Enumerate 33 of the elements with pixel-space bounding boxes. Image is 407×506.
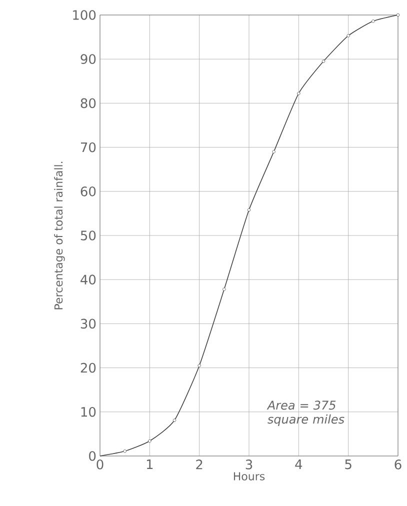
x-tick-label: 4 [295, 460, 302, 470]
point [198, 364, 201, 368]
x-tick-label: 5 [345, 460, 352, 470]
point [172, 418, 176, 422]
x-axis-title: Hours [234, 472, 265, 480]
point [148, 439, 152, 443]
y-tick-label: 80 [80, 98, 96, 108]
x-tick-label: 0 [96, 460, 104, 470]
x-tick-label: 6 [394, 460, 402, 470]
x-tick-label: 3 [246, 460, 252, 470]
y-tick-label: 70 [80, 142, 96, 152]
y-tick-label: 0 [89, 451, 96, 461]
y-tick-label: 90 [80, 54, 96, 64]
y-tick-label: 50 [80, 230, 96, 240]
point [247, 208, 251, 212]
point [123, 450, 126, 453]
annotation: Area = 375 square miles [266, 400, 344, 426]
y-axis-title: Percentage of total rainfall. [54, 162, 65, 310]
point [222, 288, 226, 291]
x-tick-label: 1 [146, 460, 153, 470]
y-tick-label: 30 [80, 318, 96, 329]
y-tick-label: 60 [80, 186, 96, 196]
point [297, 92, 300, 96]
y-tick-label: 10 [81, 406, 96, 417]
point [272, 150, 276, 154]
point [346, 34, 350, 38]
y-tick-label: 20 [80, 362, 96, 373]
point [396, 13, 400, 17]
point [322, 60, 326, 63]
y-tick-label: 40 [80, 274, 96, 285]
x-tick-label: 2 [196, 460, 202, 470]
y-tick-label: 100 [73, 10, 96, 20]
point [372, 20, 375, 23]
